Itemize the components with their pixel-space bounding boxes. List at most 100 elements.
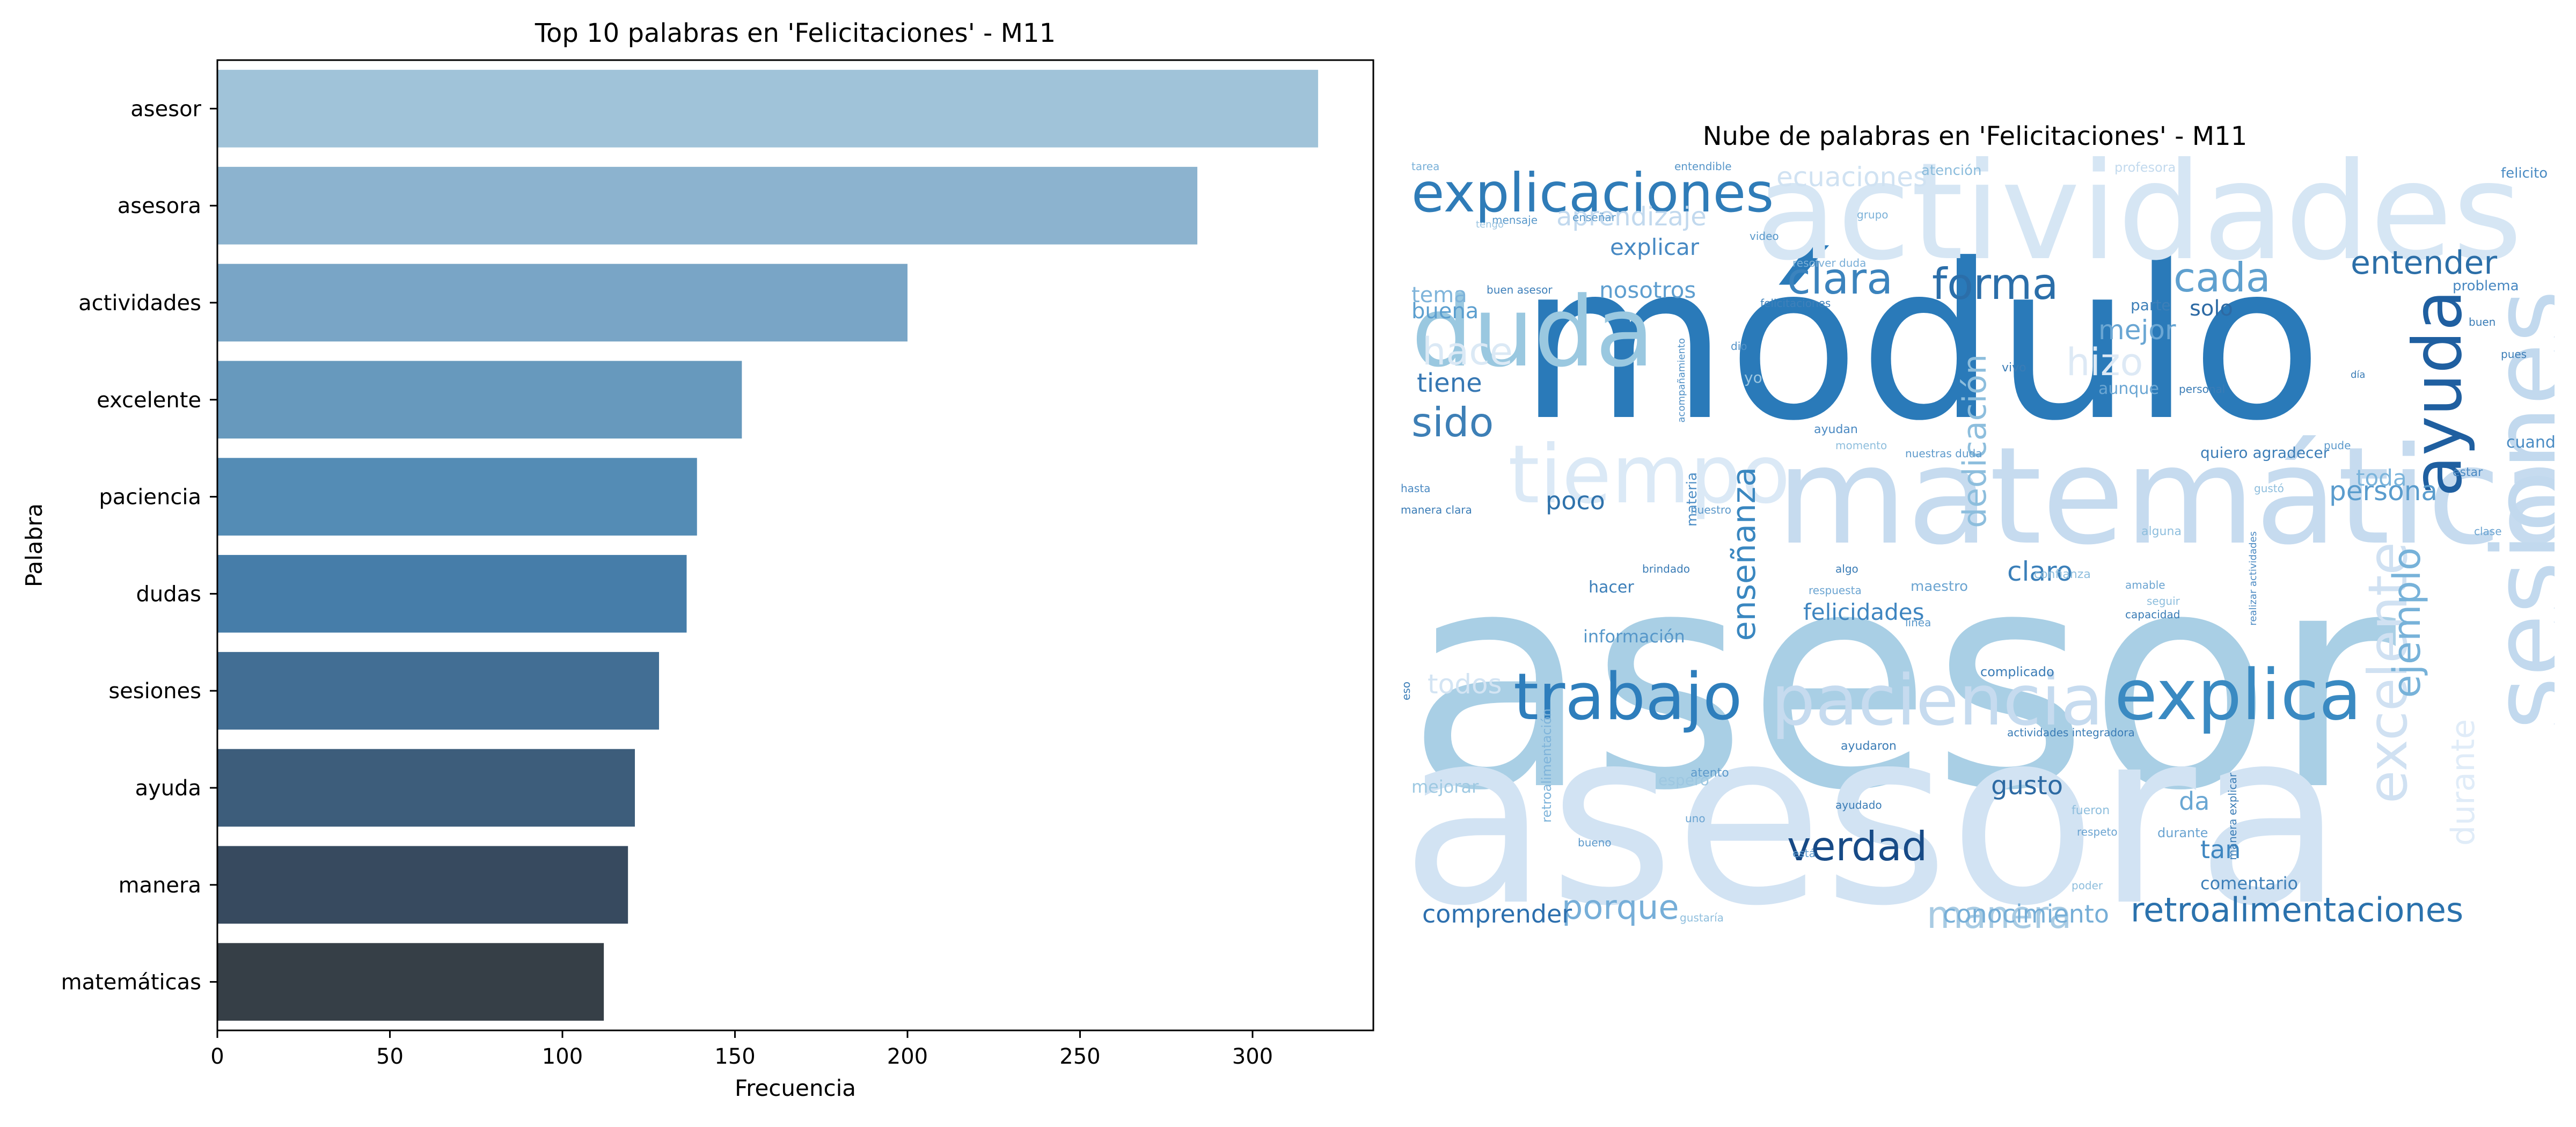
wordcloud-word: yo bbox=[1744, 369, 1762, 386]
wordcloud-word: actividades integradora bbox=[2007, 726, 2135, 739]
wordcloud-word: ejemplo bbox=[2385, 547, 2429, 698]
wordcloud-word: sido bbox=[1411, 399, 1494, 446]
bar-actividades bbox=[217, 264, 908, 342]
wordcloud-word: maestro bbox=[1911, 579, 1968, 595]
wordcloud-word: poco bbox=[1546, 486, 1605, 515]
wordcloud-word: hasta bbox=[1401, 482, 1431, 495]
wordcloud-word: pues bbox=[2501, 348, 2527, 361]
wordcloud-word: ayudan bbox=[1814, 423, 1858, 436]
wordcloud-word: mejorar bbox=[1411, 777, 1479, 797]
x-tick-label: 0 bbox=[210, 1044, 224, 1069]
x-axis-label: Frecuencia bbox=[735, 1075, 856, 1101]
wordcloud-word: tema bbox=[1411, 283, 1467, 308]
bar-series bbox=[217, 70, 1319, 1021]
wordcloud-word: quiero agradecer bbox=[2200, 444, 2330, 462]
x-axis-ticks: 0 50 100 150 200 250 300 bbox=[210, 1030, 1273, 1069]
wordcloud-word: mensaje bbox=[1492, 214, 1538, 226]
y-tick-label-asesor: asesor bbox=[130, 97, 201, 121]
wordcloud-word: felicidades bbox=[1803, 599, 1924, 625]
bar-sesiones bbox=[217, 652, 660, 730]
wordcloud-word: asesora bbox=[1401, 678, 2344, 945]
wordcloud-word: hizo bbox=[2066, 340, 2143, 384]
wordcloud-word: día bbox=[2351, 369, 2366, 380]
wordcloud-word: forma bbox=[1932, 259, 2059, 309]
y-tick-label-manera: manera bbox=[119, 873, 201, 898]
y-tick-label-actividades: actividades bbox=[78, 291, 201, 316]
wordcloud-word: porque bbox=[1562, 888, 1679, 927]
wordcloud-word: materia bbox=[1684, 472, 1700, 527]
bar-manera bbox=[217, 846, 628, 924]
x-tick-label: 300 bbox=[1232, 1044, 1273, 1069]
wordcloud-word: da bbox=[2179, 787, 2210, 816]
wordcloud-word: atento bbox=[1690, 766, 1729, 780]
wordcloud-word: eso bbox=[1400, 682, 1413, 700]
wordcloud-word: hacer bbox=[1589, 578, 1634, 597]
wordcloud-word: tarea bbox=[1411, 160, 1440, 173]
wordcloud-word: uno bbox=[1685, 812, 1706, 825]
wordcloud-word: alguna bbox=[2141, 525, 2182, 538]
wordcloud-word: matemática bbox=[1776, 418, 2555, 574]
wordcloud-word: pude bbox=[2324, 439, 2351, 452]
wordcloud-word: toda bbox=[2356, 465, 2407, 491]
category-labels: asesor asesora actividades excelente pacienc… bbox=[61, 97, 217, 995]
wordcloud-word: está bbox=[1792, 847, 1816, 860]
wordcloud-word: tiempo bbox=[1508, 428, 1790, 522]
wordcloud-word: buen bbox=[2469, 316, 2496, 328]
wordcloud-word: respeto bbox=[2077, 825, 2118, 838]
wordcloud-word: trabajo bbox=[1513, 660, 1743, 735]
wordcloud-word: entendible bbox=[1674, 160, 1732, 173]
wordcloud-word: brindado bbox=[1642, 562, 1690, 575]
wordcloud-word: espero bbox=[1658, 771, 1709, 789]
wordcloud-word: nuestras duda bbox=[1905, 447, 1982, 460]
wordcloud-word: seguir bbox=[2147, 595, 2180, 608]
wordcloud-word: nuestro bbox=[1690, 503, 1731, 516]
wordcloud-word: vivo bbox=[2002, 361, 2026, 375]
wordcloud-word: línea bbox=[1905, 616, 1931, 629]
bar-excelente bbox=[217, 361, 742, 439]
wordcloud-word: módulo bbox=[1519, 218, 2323, 468]
wordcloud-word: aunque bbox=[2098, 379, 2159, 398]
wordcloud-word: gustaría bbox=[1680, 911, 1724, 924]
wordcloud-word: mejor bbox=[2098, 314, 2176, 346]
wordcloud-word: enseñanza bbox=[1725, 467, 1763, 641]
wordcloud-word: duda bbox=[1411, 276, 1655, 389]
wordcloud-word: cuando bbox=[2506, 433, 2555, 452]
wordcloud-word: buen asesor bbox=[1487, 283, 1553, 296]
wordcloud-word: clara bbox=[1787, 254, 1893, 304]
wordcloud-word: momento bbox=[1835, 439, 1887, 452]
wordcloud: asesor asesora módulo actividades matemática… bbox=[1395, 156, 2555, 945]
wordcloud-word: felicito bbox=[2501, 165, 2548, 181]
wordcloud-word: problema bbox=[2453, 278, 2519, 294]
wordcloud-word: todos bbox=[1428, 669, 1502, 700]
wordcloud-word: explicaciones bbox=[1411, 162, 1774, 224]
wordcloud-word: personal bbox=[2179, 383, 2226, 396]
x-tick-label: 100 bbox=[542, 1044, 583, 1069]
wordcloud-word: respuesta bbox=[1809, 584, 1862, 597]
wordcloud-word: paciencia bbox=[1771, 660, 2104, 741]
wordcloud-word: confianza bbox=[2034, 568, 2091, 581]
wordcloud-word: asesor bbox=[1406, 507, 2396, 857]
wordcloud-word: complicado bbox=[1980, 664, 2054, 679]
wordcloud-word: tengo bbox=[1476, 219, 1504, 230]
wordcloud-word: dio bbox=[1731, 340, 1747, 353]
wordcloud-word: entender bbox=[2351, 244, 2498, 282]
wordcloud-word: tiene bbox=[1417, 368, 1482, 398]
wordcloud-word: felicitaciones bbox=[1760, 297, 1831, 310]
wordcloud-word: manera explicar bbox=[2226, 773, 2239, 860]
wordcloud-word: resolver duda bbox=[1792, 257, 1867, 269]
wordcloud-word: información bbox=[1583, 626, 1685, 647]
wordcloud-word: persona bbox=[2329, 475, 2438, 507]
wordcloud-word: manera bbox=[1927, 893, 2072, 937]
wordcloud-word: retroalimentaciones bbox=[2131, 890, 2464, 930]
wordcloud-word: enseñar bbox=[1572, 211, 1616, 224]
wordcloud-word: gusto bbox=[1991, 771, 2063, 801]
wordcloud-word: comprender bbox=[1422, 899, 1572, 928]
x-tick-label: 150 bbox=[714, 1044, 755, 1069]
wordcloud-word: hace bbox=[1422, 330, 1513, 374]
y-tick-label-paciencia: paciencia bbox=[99, 485, 201, 510]
x-tick-label: 50 bbox=[376, 1044, 404, 1069]
wordcloud-word: aprendizaje bbox=[1556, 202, 1707, 232]
wordcloud-word: claro bbox=[2007, 556, 2073, 587]
bar-matemáticas bbox=[217, 943, 604, 1021]
plot-frame bbox=[216, 59, 1374, 1031]
